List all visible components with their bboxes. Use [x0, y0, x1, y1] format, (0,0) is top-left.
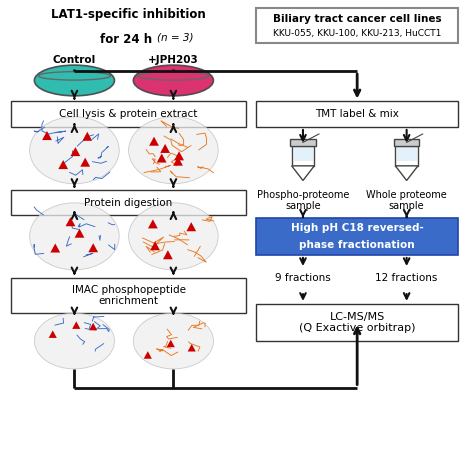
Polygon shape [58, 160, 68, 169]
Polygon shape [72, 322, 81, 329]
FancyBboxPatch shape [256, 218, 458, 255]
FancyBboxPatch shape [256, 304, 458, 341]
Polygon shape [74, 229, 84, 238]
Polygon shape [50, 243, 60, 253]
Text: TMT label & mix: TMT label & mix [315, 109, 399, 119]
Ellipse shape [30, 117, 119, 184]
Polygon shape [65, 217, 75, 226]
Text: Phospho-proteome
sample: Phospho-proteome sample [257, 190, 349, 212]
Ellipse shape [133, 65, 213, 96]
FancyBboxPatch shape [290, 139, 316, 146]
Polygon shape [167, 340, 175, 347]
Text: Protein digestion: Protein digestion [84, 197, 173, 208]
FancyBboxPatch shape [394, 139, 419, 146]
Polygon shape [88, 243, 98, 252]
Text: 12 fractions: 12 fractions [375, 273, 438, 283]
FancyBboxPatch shape [256, 8, 458, 43]
Polygon shape [163, 250, 173, 259]
Text: KKU-055, KKU-100, KKU-213, HuCCT1: KKU-055, KKU-100, KKU-213, HuCCT1 [273, 29, 441, 38]
Ellipse shape [128, 117, 218, 184]
FancyBboxPatch shape [11, 278, 246, 313]
Polygon shape [157, 154, 166, 162]
FancyBboxPatch shape [293, 147, 313, 161]
Text: for 24 h: for 24 h [100, 33, 157, 45]
Polygon shape [148, 219, 158, 228]
Polygon shape [188, 344, 196, 351]
Polygon shape [144, 351, 152, 359]
Ellipse shape [30, 203, 119, 270]
Polygon shape [80, 158, 90, 167]
Polygon shape [49, 330, 57, 338]
Text: LC-MS/MS
(Q Exactive orbitrap): LC-MS/MS (Q Exactive orbitrap) [299, 312, 415, 333]
Ellipse shape [128, 203, 218, 270]
FancyBboxPatch shape [395, 146, 418, 166]
Polygon shape [150, 241, 160, 250]
Polygon shape [292, 166, 314, 181]
Polygon shape [395, 166, 418, 181]
Polygon shape [186, 222, 196, 231]
Text: IMAC phosphopeptide
enrichment: IMAC phosphopeptide enrichment [72, 285, 186, 307]
FancyBboxPatch shape [292, 146, 314, 166]
Polygon shape [160, 144, 170, 153]
Polygon shape [149, 137, 159, 146]
FancyBboxPatch shape [11, 190, 246, 215]
Text: High pH C18 reversed-: High pH C18 reversed- [291, 223, 424, 233]
Text: Whole proteome
sample: Whole proteome sample [366, 190, 447, 212]
Ellipse shape [35, 65, 115, 96]
Polygon shape [174, 151, 184, 161]
Polygon shape [173, 157, 183, 166]
FancyBboxPatch shape [256, 102, 458, 127]
Polygon shape [71, 147, 80, 156]
Text: (n = 3): (n = 3) [157, 33, 193, 43]
Ellipse shape [35, 313, 115, 369]
Polygon shape [82, 132, 92, 141]
Text: phase fractionation: phase fractionation [300, 240, 415, 250]
Text: 9 fractions: 9 fractions [275, 273, 331, 283]
Text: +JPH203: +JPH203 [148, 55, 199, 65]
Text: Biliary tract cancer cell lines: Biliary tract cancer cell lines [273, 14, 441, 23]
Ellipse shape [133, 313, 213, 369]
Polygon shape [42, 131, 52, 140]
FancyBboxPatch shape [397, 147, 417, 161]
Text: Cell lysis & protein extract: Cell lysis & protein extract [59, 109, 198, 119]
Polygon shape [89, 323, 97, 330]
FancyBboxPatch shape [11, 102, 246, 127]
Text: LAT1-specific inhibition: LAT1-specific inhibition [51, 8, 206, 22]
Text: Control: Control [53, 55, 96, 65]
